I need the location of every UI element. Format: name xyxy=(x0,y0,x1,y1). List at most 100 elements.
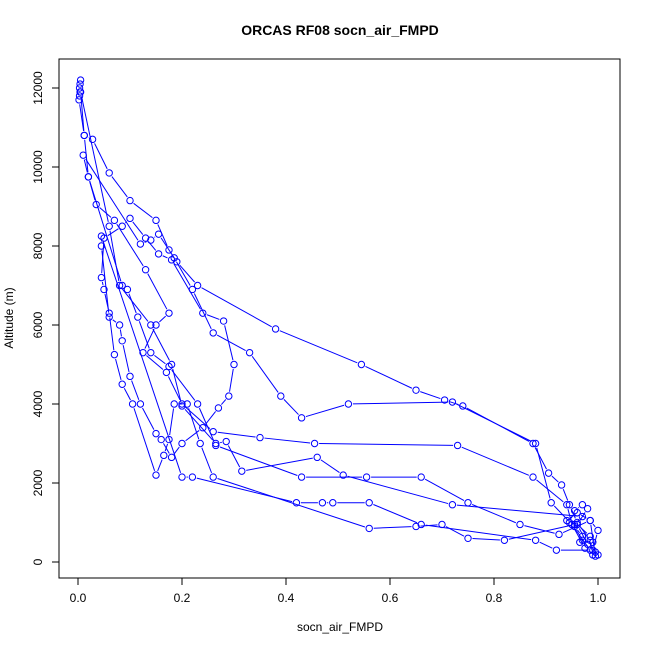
series-segment xyxy=(305,404,345,418)
data-point xyxy=(110,350,119,359)
series-segment xyxy=(592,523,596,528)
data-point xyxy=(313,453,321,462)
series-segment xyxy=(580,527,588,534)
series-segment xyxy=(524,525,555,534)
data-point xyxy=(165,435,173,444)
series-segment xyxy=(171,369,196,401)
series-segment xyxy=(107,228,119,237)
data-point xyxy=(344,400,353,408)
data-point xyxy=(277,392,285,400)
series-segment xyxy=(119,329,122,337)
data-point xyxy=(105,222,113,230)
data-point xyxy=(529,439,537,448)
series-segment xyxy=(173,263,201,310)
data-point xyxy=(75,92,84,100)
data-point xyxy=(188,473,197,481)
data-point xyxy=(214,404,223,412)
data-point xyxy=(134,313,142,321)
series-segment xyxy=(461,446,530,476)
series-segment xyxy=(472,538,500,541)
data-point xyxy=(139,348,147,357)
y-tick-label: 6000 xyxy=(31,311,45,338)
data-point xyxy=(230,360,238,369)
data-point xyxy=(583,504,592,513)
series-segment xyxy=(79,104,85,132)
series-segment xyxy=(138,321,150,349)
data-point xyxy=(417,520,425,529)
data-point xyxy=(75,84,84,92)
data-point xyxy=(97,232,106,240)
series-segment xyxy=(81,96,109,222)
series-profile xyxy=(75,76,602,560)
x-tick-label: 0.2 xyxy=(174,591,191,605)
series-segment xyxy=(101,250,110,313)
data-point xyxy=(75,96,83,104)
series-segment xyxy=(154,354,166,365)
series-segment xyxy=(123,387,131,401)
data-point xyxy=(212,441,220,450)
series-segment xyxy=(188,408,200,440)
data-point xyxy=(589,538,597,546)
data-point xyxy=(97,242,106,250)
data-point xyxy=(591,552,600,560)
x-tick-label: 0.6 xyxy=(382,591,399,605)
y-tick-label: 4000 xyxy=(31,390,45,417)
series-segment xyxy=(373,504,418,524)
data-point xyxy=(500,536,509,544)
series-segment xyxy=(570,514,574,519)
data-point xyxy=(136,240,145,248)
data-point xyxy=(464,499,472,507)
data-point xyxy=(591,548,600,556)
data-point xyxy=(339,471,347,479)
y-axis: 0 2000 4000 6000 8000 10000 12000 xyxy=(31,71,60,565)
y-tick-label: 12000 xyxy=(31,71,45,105)
series-segment xyxy=(83,159,88,173)
data-point xyxy=(225,392,233,400)
series-segment xyxy=(109,317,115,351)
data-point xyxy=(459,402,467,410)
data-point xyxy=(193,281,202,290)
data-point xyxy=(170,400,178,408)
data-point xyxy=(167,256,176,264)
data-point xyxy=(126,372,134,381)
series-segment xyxy=(133,202,153,219)
data-point xyxy=(80,131,88,140)
series-segment xyxy=(576,529,581,534)
series-segment xyxy=(169,408,175,436)
series-segment xyxy=(588,550,590,553)
data-point xyxy=(440,396,449,404)
data-point xyxy=(105,309,113,317)
data-point xyxy=(141,266,150,274)
series-segment xyxy=(128,293,137,314)
data-point xyxy=(165,246,173,254)
y-tick-label: 10000 xyxy=(31,150,45,184)
data-point xyxy=(412,386,420,394)
x-axis: 0.0 0.2 0.4 0.6 0.8 1.0 xyxy=(70,577,607,605)
series-segment xyxy=(173,446,180,455)
data-point xyxy=(576,538,584,546)
series-segment xyxy=(456,504,578,517)
data-point xyxy=(199,424,207,432)
series-segment xyxy=(283,399,299,415)
series-segment xyxy=(146,355,164,370)
data-point xyxy=(310,439,319,448)
data-point xyxy=(357,360,366,369)
x-tick-label: 0.8 xyxy=(486,591,503,605)
data-point xyxy=(126,196,134,205)
series-segment xyxy=(567,508,572,521)
data-point xyxy=(256,433,264,442)
series-segment xyxy=(147,273,168,310)
series-segment xyxy=(85,158,139,241)
data-point xyxy=(516,520,524,529)
data-point xyxy=(115,321,124,329)
data-point xyxy=(570,522,579,531)
data-point xyxy=(578,501,587,509)
data-point xyxy=(76,76,85,84)
data-point xyxy=(578,512,587,521)
x-axis-label: socn_air_FMPD xyxy=(297,620,383,634)
data-point xyxy=(118,281,126,290)
data-point xyxy=(271,325,280,333)
series-segment xyxy=(365,365,413,389)
data-point xyxy=(362,473,371,481)
